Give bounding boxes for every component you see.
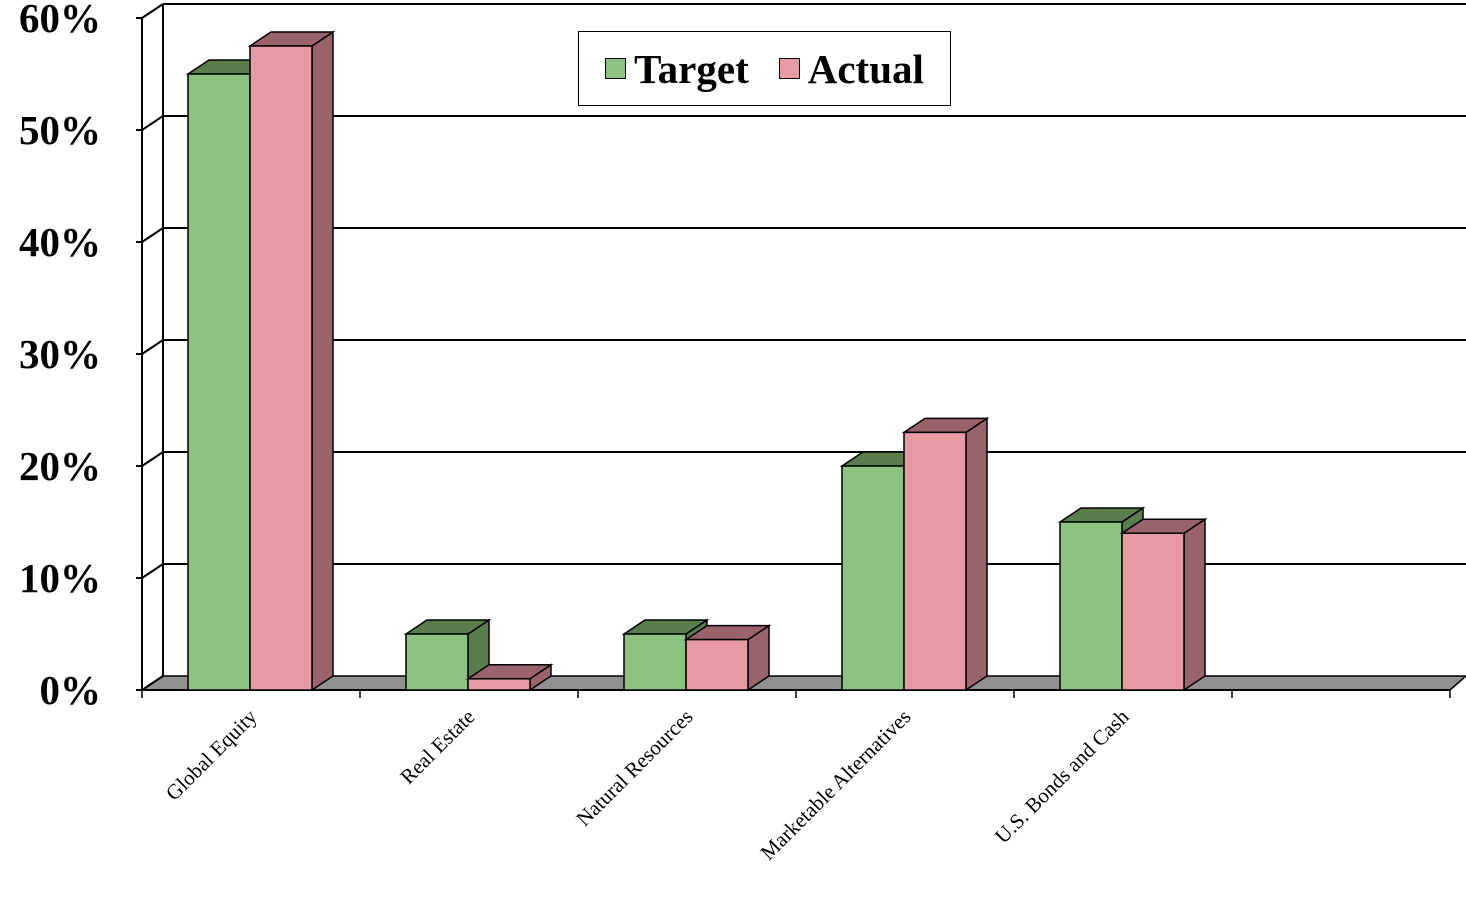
chart-floor (139, 675, 1466, 691)
bar-front (405, 633, 469, 691)
x-tick-label: Marketable Alternatives (755, 705, 915, 865)
axis-depth-line (141, 675, 164, 691)
y-tick-label: 60% (19, 0, 101, 41)
legend: Target Actual (578, 31, 951, 106)
bar-front (841, 465, 905, 691)
bar-front (187, 73, 251, 691)
bar-front (467, 678, 531, 691)
legend-label-actual: Actual (807, 45, 924, 92)
bar-front (249, 45, 313, 691)
legend-item-actual: Actual (778, 45, 924, 93)
legend-swatch-actual (778, 58, 800, 79)
bar-actual-3 (901, 416, 990, 692)
x-axis-labels: Global Equity Real Estate Natural Resource… (161, 704, 1134, 864)
legend-swatch-target (605, 58, 627, 79)
axis-depth-line (141, 563, 164, 579)
y-axis: 0% 10% 20% 30% 40% 50% 60% (19, 0, 1451, 713)
bars (185, 30, 1208, 692)
axis-depth-line (141, 339, 164, 355)
bar-actual-1 (465, 663, 554, 692)
axis-depth-line (141, 227, 164, 243)
axis-depth-line (141, 115, 164, 131)
bar-front (623, 633, 687, 691)
y-tick-label: 40% (19, 219, 101, 265)
legend-item-target: Target (605, 45, 749, 93)
bar-front (903, 431, 967, 691)
y-tick-label: 30% (19, 331, 101, 377)
x-tick-label: Global Equity (161, 704, 262, 805)
bar-front (1121, 532, 1185, 691)
bar-front (685, 638, 749, 691)
y-tick-label: 20% (19, 443, 101, 489)
bar-actual-4 (1119, 517, 1208, 692)
y-tick-label: 10% (19, 555, 101, 601)
bar-actual-0 (247, 30, 336, 692)
bar-actual-2 (683, 624, 772, 692)
y-tick-label: 0% (40, 667, 102, 713)
bar-front (1059, 521, 1123, 691)
axis-depth-line (141, 451, 164, 467)
x-tick-label: Natural Resources (571, 705, 697, 831)
x-tick-label: U.S. Bonds and Cash (990, 704, 1134, 848)
bar-side (1183, 517, 1206, 692)
y-tick-label: 50% (19, 107, 101, 153)
legend-label-target: Target (634, 45, 749, 92)
floor-plane (139, 675, 1466, 691)
bar-side (965, 416, 988, 692)
bar-side (311, 30, 334, 692)
chart-back-wall (162, 3, 1466, 676)
x-tick-label: Real Estate (395, 705, 479, 789)
axis-depth-line (141, 3, 164, 19)
